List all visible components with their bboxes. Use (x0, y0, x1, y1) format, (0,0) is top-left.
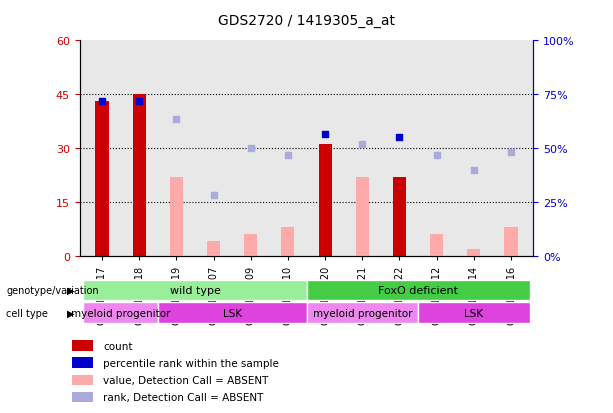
Text: count: count (103, 341, 132, 351)
Bar (170, 177, 183, 256)
Bar (306, 280, 530, 300)
Point (432, 152, 441, 159)
Bar (393, 177, 406, 256)
Bar (319, 145, 332, 256)
Bar (72, 375, 93, 385)
Bar (418, 303, 530, 323)
Bar (132, 95, 146, 256)
Text: GDS2720 / 1419305_a_at: GDS2720 / 1419305_a_at (218, 14, 395, 28)
Point (208, 192, 218, 199)
Text: FoxO deficient: FoxO deficient (378, 285, 458, 295)
Bar (72, 358, 93, 368)
Text: rank, Detection Call = ABSENT: rank, Detection Call = ABSENT (103, 392, 264, 402)
Text: value, Detection Call = ABSENT: value, Detection Call = ABSENT (103, 375, 268, 385)
Point (395, 135, 405, 141)
Bar (72, 392, 93, 402)
Text: myeloid progenitor: myeloid progenitor (71, 308, 170, 318)
Text: LSK: LSK (223, 308, 242, 318)
Point (469, 167, 479, 173)
Point (246, 145, 256, 152)
Point (283, 152, 293, 159)
Point (506, 149, 516, 156)
Bar (158, 303, 306, 323)
Bar (306, 303, 418, 323)
Text: percentile rank within the sample: percentile rank within the sample (103, 358, 279, 368)
Bar (467, 249, 481, 256)
Bar (281, 228, 294, 256)
Text: wild type: wild type (170, 285, 221, 295)
Text: LSK: LSK (464, 308, 484, 318)
Bar (83, 303, 158, 323)
Point (320, 131, 330, 138)
Bar (504, 228, 517, 256)
Point (97, 99, 107, 105)
Text: cell type: cell type (6, 308, 48, 318)
Text: ▶: ▶ (67, 285, 75, 295)
Bar (83, 280, 306, 300)
Bar (244, 235, 257, 256)
Bar (207, 242, 220, 256)
Point (357, 142, 367, 148)
Bar (72, 340, 93, 351)
Point (172, 117, 181, 123)
Text: ▶: ▶ (67, 308, 75, 318)
Bar (96, 102, 109, 256)
Text: genotype/variation: genotype/variation (6, 285, 99, 295)
Bar (430, 235, 443, 256)
Bar (356, 177, 369, 256)
Point (134, 99, 144, 105)
Text: myeloid progenitor: myeloid progenitor (313, 308, 412, 318)
